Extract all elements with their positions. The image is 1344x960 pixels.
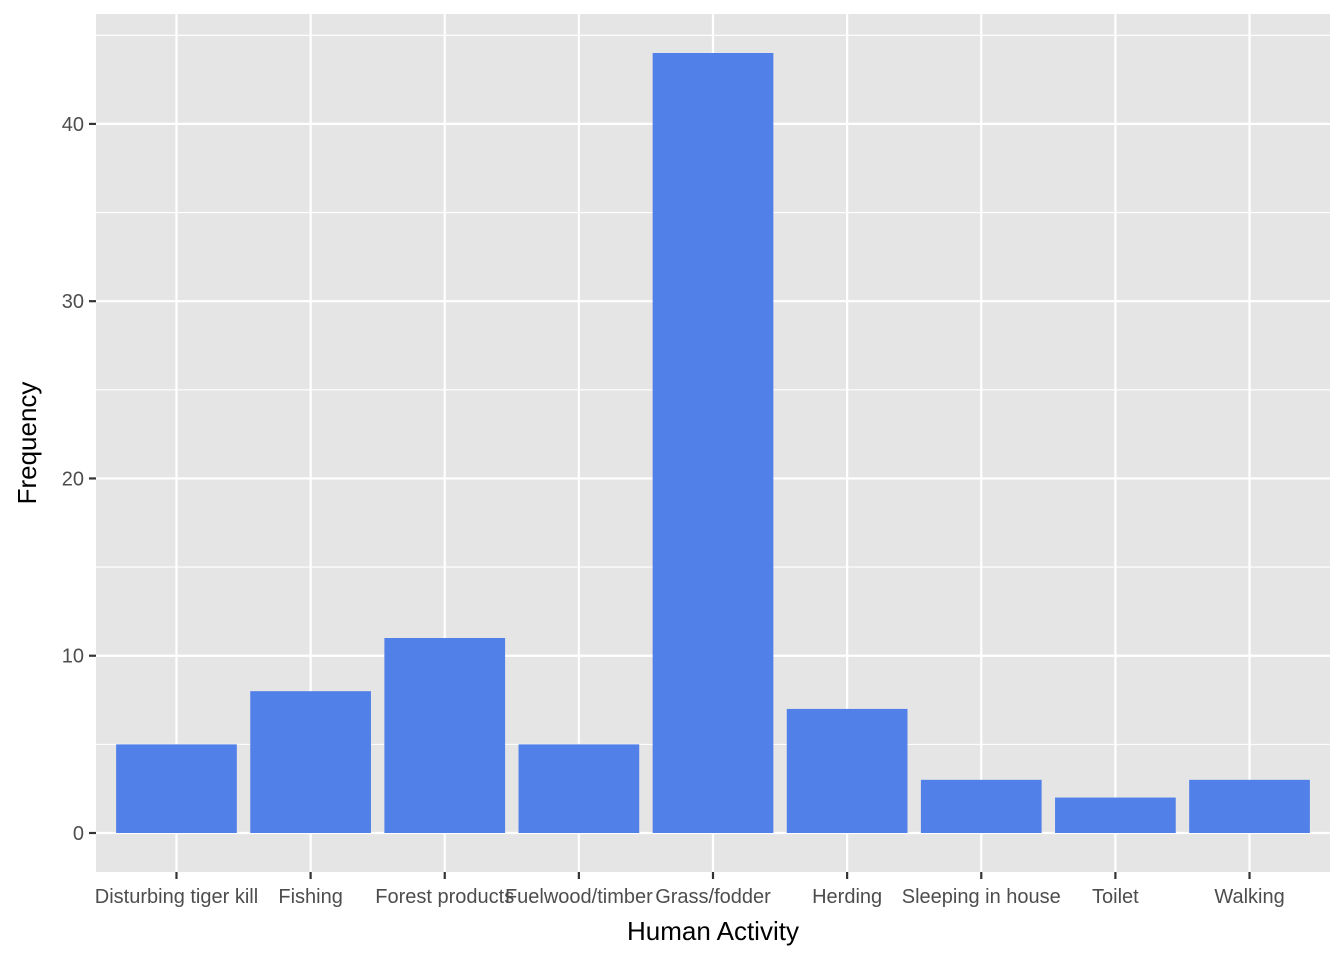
bar [786,708,908,833]
bar [1055,797,1176,833]
y-axis-title: Frequency [12,382,42,505]
y-tick-label: 30 [62,291,84,313]
y-tick-label: 10 [62,646,84,668]
x-tick-label: Grass/fodder [655,886,771,908]
x-tick-label: Toilet [1092,886,1139,908]
bar [652,53,774,833]
x-tick-label: Fishing [278,886,342,908]
x-tick-label: Disturbing tiger kill [95,886,258,908]
x-tick-label: Walking [1214,886,1284,908]
x-tick-label: Sleeping in house [902,886,1061,908]
bars [116,53,1310,833]
y-tick-label: 40 [62,114,84,136]
x-axis-title: Human Activity [627,916,799,946]
bar [116,744,237,833]
y-axis-ticks: 0 10 20 30 40 [62,114,96,845]
bar [518,744,640,833]
x-axis-ticks: Disturbing tiger kill Fishing Forest produ… [95,872,1285,908]
bar [250,691,371,833]
x-tick-label: Fuelwood/timber [505,886,653,908]
bar [920,779,1042,833]
x-tick-label: Forest products [375,886,514,908]
x-tick-label: Herding [812,886,882,908]
y-tick-label: 0 [73,823,84,845]
bar [384,638,506,833]
y-tick-label: 20 [62,468,84,490]
bar [1189,779,1310,833]
